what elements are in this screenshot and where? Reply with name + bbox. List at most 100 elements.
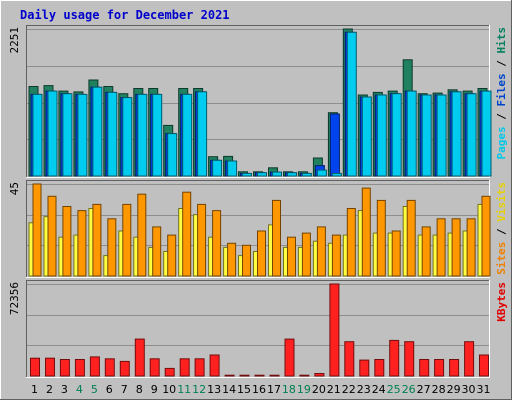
bar-pages xyxy=(167,133,178,177)
bar-pages xyxy=(242,172,252,177)
legend-entry: / xyxy=(495,222,508,242)
series-sites xyxy=(32,183,491,277)
bar-sites xyxy=(47,195,57,277)
x-tick-label: 21 xyxy=(327,383,341,396)
x-axis-labels: 1 2 3 4 5 6 7 8 9 10 11 12 13 14 15 16 17 18 19 20 21 22 23 24 2… xyxy=(31,383,491,396)
bar-kbytes xyxy=(404,341,415,377)
bar-kbytes xyxy=(479,354,489,377)
legend-entry: Files xyxy=(495,73,508,106)
x-tick-label: 30 xyxy=(462,383,476,396)
x-tick-label: 4 xyxy=(76,383,83,396)
panel-legend: Sites / Visits xyxy=(495,182,508,275)
x-tick-label: 25 xyxy=(387,383,401,396)
bar-sites xyxy=(301,232,311,277)
panel-hits-files-pages: 2251 Pages / Files / Hits xyxy=(8,25,508,178)
bar-kbytes xyxy=(45,357,55,377)
bar-kbytes xyxy=(149,358,160,377)
bar-pages xyxy=(436,94,447,177)
panel-visits-sites: 45 Sites / Visits xyxy=(8,180,508,278)
bar-pages xyxy=(77,93,88,177)
bar-sites xyxy=(182,191,192,277)
bar-kbytes xyxy=(464,341,475,377)
bar-sites xyxy=(346,208,356,277)
bar-pages xyxy=(92,86,103,177)
x-tick-label: 3 xyxy=(61,383,68,396)
bar-kbytes xyxy=(179,358,190,377)
panel-legend: KBytes xyxy=(495,282,508,322)
x-tick-label: 31 xyxy=(477,383,491,396)
bar-pages xyxy=(62,93,73,177)
bar-pages xyxy=(316,169,327,177)
panel-kbytes: 72356 KBytes xyxy=(8,280,508,378)
bar-sites xyxy=(406,199,416,277)
bar-sites xyxy=(451,218,461,277)
bar-sites xyxy=(272,199,281,277)
bar-pages xyxy=(152,93,163,177)
bar-sites xyxy=(316,226,326,277)
bar-sites xyxy=(197,203,207,277)
x-tick-label: 27 xyxy=(417,383,431,396)
bar-kbytes xyxy=(59,359,70,377)
bar-pages xyxy=(107,91,118,177)
bar-pages xyxy=(361,96,372,177)
bar-pages xyxy=(32,93,43,177)
bar-kbytes xyxy=(419,359,430,377)
x-tick-label: 11 xyxy=(177,383,191,396)
x-tick-label: 23 xyxy=(357,383,371,396)
x-tick-label: 22 xyxy=(342,383,356,396)
x-tick-label: 12 xyxy=(192,383,206,396)
bar-sites xyxy=(152,226,162,277)
bar-pages xyxy=(227,160,238,177)
x-tick-label: 14 xyxy=(222,383,236,396)
bar-sites xyxy=(391,230,401,277)
bar-pages xyxy=(137,93,148,177)
legend-entry: KBytes xyxy=(495,282,508,322)
bar-sites xyxy=(361,187,371,277)
bar-sites xyxy=(257,230,266,277)
bar-sites xyxy=(32,183,42,277)
bar-pages xyxy=(451,91,462,177)
bar-kbytes xyxy=(359,359,370,377)
bar-pages xyxy=(331,172,342,177)
legend-entry: Pages xyxy=(495,126,508,159)
bar-pages xyxy=(257,172,267,177)
x-tick-label: 18 xyxy=(282,383,296,396)
panels: 2251 Pages / Files / Hits 45 Sites / Visits… xyxy=(8,25,508,378)
x-tick-label: 2 xyxy=(46,383,53,396)
x-tick-label: 5 xyxy=(91,383,98,396)
bar-kbytes xyxy=(284,338,295,377)
bar-kbytes xyxy=(224,374,235,377)
bar-sites xyxy=(287,236,296,277)
bar-sites xyxy=(421,226,431,277)
bar-sites xyxy=(62,206,72,277)
bar-kbytes xyxy=(239,374,250,377)
bar-kbytes xyxy=(194,358,205,377)
x-tick-label: 19 xyxy=(297,383,311,396)
bar-pages xyxy=(287,172,297,177)
bar-sites xyxy=(77,210,87,277)
series-kbytes xyxy=(30,283,489,377)
x-tick-label: 7 xyxy=(121,383,128,396)
x-tick-label: 29 xyxy=(447,383,461,396)
bar-kbytes xyxy=(104,358,115,377)
bar-pages xyxy=(346,31,357,177)
y-max-label: 2251 xyxy=(8,27,21,54)
legend-entry: / xyxy=(495,107,508,127)
bar-kbytes xyxy=(30,357,40,377)
chart-title: Daily usage for December 2021 xyxy=(20,8,230,22)
bar-kbytes xyxy=(299,374,310,377)
bar-kbytes xyxy=(314,373,325,377)
bar-kbytes xyxy=(434,359,445,377)
bar-kbytes xyxy=(164,367,175,377)
bar-pages xyxy=(197,91,208,177)
x-tick-label: 15 xyxy=(237,383,251,396)
bar-sites xyxy=(137,193,147,277)
bar-pages xyxy=(301,172,312,177)
x-tick-label: 20 xyxy=(312,383,326,396)
bar-sites xyxy=(331,234,341,277)
y-max-label: 72356 xyxy=(8,282,21,315)
x-tick-label: 17 xyxy=(267,383,281,396)
bar-pages xyxy=(272,171,282,177)
x-tick-label: 26 xyxy=(402,383,416,396)
bar-sites xyxy=(242,244,251,277)
